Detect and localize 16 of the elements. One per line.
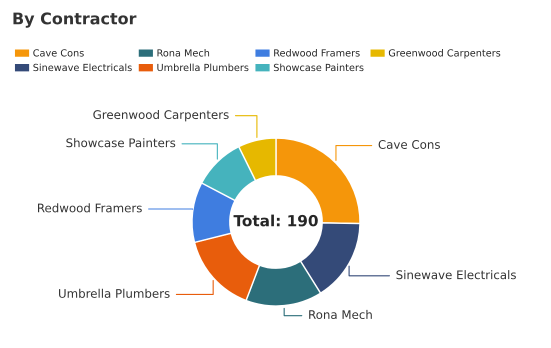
slice-label: Umbrella Plumbers — [59, 288, 170, 298]
legend-label: Sinewave Electricals — [33, 64, 132, 72]
chart-title: By Contractor — [13, 12, 136, 28]
legend-label: Showcase Painters — [274, 64, 364, 72]
legend-label: Greenwood Carpenters — [388, 49, 500, 58]
text: Total: 190 — [234, 214, 318, 226]
legend-label: Cave Cons — [33, 49, 84, 57]
legend-label: Rona Mech — [157, 49, 210, 57]
slice-label: Redwood Framers — [38, 203, 142, 212]
legend-label: Redwood Framers — [274, 49, 360, 57]
slice-label: Showcase Painters — [66, 138, 176, 148]
legend-label: Umbrella Plumbers — [157, 64, 248, 72]
slice-label: Cave Cons — [378, 140, 440, 149]
slice-label: Rona Mech — [309, 310, 372, 320]
slice-label: Sinewave Electricals — [396, 270, 516, 280]
slice-label: Greenwood Carpenters — [93, 110, 229, 122]
